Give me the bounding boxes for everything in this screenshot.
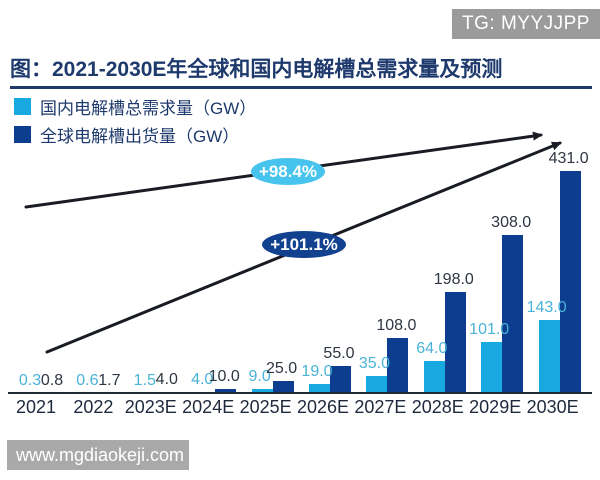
bar-global-2026E — [330, 365, 351, 394]
bar-global-2024E — [215, 388, 237, 394]
x-tick-2027E: 2027E — [354, 397, 407, 417]
value-label-global-2021: 0.8 — [40, 372, 64, 390]
value-label-global-2029E: 308.0 — [491, 213, 532, 231]
x-tick-2023E: 2023E — [124, 397, 177, 417]
x-tick-2029E: 2029E — [469, 397, 522, 417]
title-underline — [10, 86, 592, 89]
bar-global-2025E — [272, 381, 294, 394]
bar-domestic-2025E — [251, 389, 273, 394]
value-label-domestic-2025E: 9.0 — [248, 368, 271, 386]
x-tick-2026E: 2026E — [296, 397, 350, 417]
value-label-global-2023E: 4.0 — [155, 370, 178, 388]
value-label-global-2026E: 55.0 — [323, 344, 355, 362]
legend-swatch-global — [14, 126, 31, 143]
value-label-domestic-2021: 0.3 — [18, 372, 42, 390]
value-label-domestic-2022: 0.6 — [76, 372, 99, 390]
bar-domestic-2026E — [309, 384, 330, 394]
value-label-domestic-2028E: 64.0 — [416, 339, 448, 357]
bar-global-2027E — [387, 338, 409, 394]
cagr-badge-domestic: +98.4% — [251, 158, 325, 185]
bar-domestic-2028E — [423, 360, 445, 394]
legend-swatch-domestic — [14, 98, 31, 115]
x-tick-2025E: 2025E — [239, 397, 292, 417]
website-watermark-badge: www.mgdiaokeji.com — [7, 440, 189, 470]
x-tick-2024E: 2024E — [182, 397, 235, 417]
x-tick-2028E: 2028E — [411, 397, 464, 417]
value-label-domestic-2024E: 4.0 — [191, 370, 214, 388]
value-label-global-2030E: 431.0 — [548, 150, 589, 167]
x-tick-2021: 2021 — [15, 397, 57, 417]
legend-item-global: 全球电解槽出货量（GW） — [14, 122, 256, 147]
cagr-badge-global: +101.1% — [262, 231, 346, 258]
bar-domestic-2030E — [538, 320, 560, 394]
tg-watermark-badge: TG: MYYJJPP — [452, 9, 600, 39]
value-label-global-2024E: 10.0 — [208, 367, 240, 385]
bar-domestic-2029E — [481, 341, 503, 394]
x-tick-2030E: 2030E — [526, 397, 579, 417]
value-label-global-2022: 1.7 — [98, 372, 121, 390]
bar-global-2028E — [444, 291, 466, 394]
x-axis-line — [8, 392, 592, 394]
value-label-domestic-2023E: 1.5 — [133, 372, 156, 390]
value-label-domestic-2027E: 35.0 — [358, 354, 390, 372]
x-tick-2022: 2022 — [73, 397, 114, 417]
chart-title: 图：2021-2030E年全球和国内电解槽总需求量及预测 — [10, 58, 503, 81]
value-label-domestic-2030E: 143.0 — [526, 299, 567, 317]
value-label-domestic-2029E: 101.0 — [469, 320, 510, 338]
legend-label-domestic: 国内电解槽总需求量（GW） — [40, 99, 257, 118]
legend: 国内电解槽总需求量（GW） 全球电解槽出货量（GW） — [14, 94, 256, 150]
bar-domestic-2027E — [366, 375, 388, 394]
legend-item-domestic: 国内电解槽总需求量（GW） — [14, 94, 256, 119]
bar-global-2030E — [559, 171, 581, 394]
value-label-global-2027E: 108.0 — [376, 317, 417, 335]
legend-label-global: 全球电解槽出货量（GW） — [40, 127, 240, 146]
value-label-global-2025E: 25.0 — [266, 360, 298, 378]
value-label-global-2028E: 198.0 — [433, 270, 474, 288]
value-label-domestic-2026E: 19.0 — [301, 363, 333, 381]
bar-global-2029E — [502, 234, 524, 394]
